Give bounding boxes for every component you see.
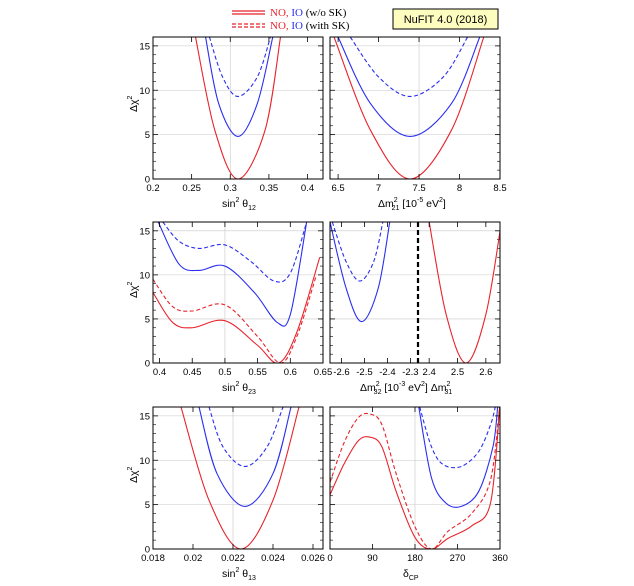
tick-label-x: 360	[492, 553, 508, 564]
tick-label-y: 10	[139, 86, 150, 97]
tick-label-y: 10	[139, 456, 150, 467]
tick-label-x: 0.024	[261, 553, 285, 564]
curves-dcp	[330, 407, 500, 549]
tick-label-x: -2.5	[356, 367, 372, 378]
panel-frame	[329, 221, 501, 364]
tick-label-y: 10	[139, 270, 150, 281]
series-io-with-sk	[418, 407, 499, 508]
panel-s13: 0.018 0.02 0.022 0.024 0.026 0 5 10 15	[139, 406, 325, 564]
curves-s12	[194, 37, 282, 179]
version-badge: NuFIT 4.0 (2018)	[392, 8, 499, 30]
tick-label-x: 0.5	[218, 367, 231, 378]
series-io-without-sk	[349, 37, 469, 98]
axis-titles: sin2 θ12 Δm2 21 [10-5 eV2] sin2 θ23 Δm2 32…	[127, 95, 452, 582]
legend-row2: NO, IO (with SK)	[270, 20, 350, 32]
panel-dm21: 6.5 7 7.5 8 8.5	[329, 36, 507, 194]
tick-label-x: 7	[376, 183, 381, 194]
tick-label-x: 0.4	[301, 183, 314, 194]
tick-label-x: 0.25	[182, 183, 201, 194]
tick-label-x: -2.6	[333, 367, 349, 378]
tick-label-x: 0	[327, 553, 332, 564]
series-no-without-sk	[153, 274, 317, 363]
tick-label-x: 0.45	[183, 367, 202, 378]
tick-label-y: 15	[139, 411, 150, 422]
panel-dm3l: -2.6 -2.5 -2.4 -2.3 2.4 2.5 2.6	[329, 221, 501, 378]
tick-label-x: 2.6	[479, 367, 492, 378]
series-no-with-sk	[330, 407, 500, 549]
series-no-without-sk	[330, 407, 500, 549]
series-io-without-sk	[208, 37, 271, 98]
series-no-both-sk	[333, 37, 485, 179]
legend-row1: NO, IO (w/o SK)	[270, 7, 347, 19]
tick-label-y: 15	[139, 226, 150, 237]
series-io-without-sk	[331, 222, 384, 282]
tick-label-x: 180	[407, 553, 423, 564]
panel-dcp: 0 90 180 270 360	[327, 406, 508, 564]
tick-label-x: 0.4	[153, 367, 166, 378]
curves-s23	[153, 222, 321, 363]
xlabel-dm21: Δm2 21 [10-5 eV2]	[378, 197, 446, 212]
panel-frame	[152, 36, 324, 180]
tick-label-y: 0	[145, 175, 150, 186]
svg-text:NuFIT 4.0 (2018): NuFIT 4.0 (2018)	[404, 14, 488, 26]
panel-s23: 0.4 0.45 0.5 0.55 0.6 0.65 0 5 10 15	[139, 221, 333, 378]
tick-label-x: 8.5	[493, 183, 506, 194]
tick-label-x: 0.2	[146, 183, 159, 194]
xlabel-delta-cp: δCP	[403, 568, 419, 582]
curves-dm3l	[330, 222, 500, 363]
tick-label-y: 0	[145, 359, 150, 370]
tick-label-y: 0	[145, 545, 150, 556]
series-no-with-sk	[153, 257, 321, 363]
series-io-without-sk	[419, 407, 496, 469]
series-io-with-sk	[205, 37, 274, 137]
xlabel-dm3l: Δm2 32 [10-3 eV2] Δm2 31	[360, 381, 452, 396]
tick-label-x: 0.026	[301, 553, 325, 564]
series-no-both-sk	[194, 37, 282, 179]
tick-label-y: 15	[139, 41, 150, 52]
xlabel-sin2-theta23: sin2 θ23	[222, 381, 256, 396]
series-io-without-sk	[208, 407, 284, 468]
curves-dm21	[333, 37, 485, 179]
series-io-with-sk	[337, 37, 481, 137]
xlabel-sin2-theta13: sin2 θ13	[222, 567, 256, 582]
tick-label-x: 0.55	[248, 367, 267, 378]
series-io-with-sk	[198, 407, 292, 507]
tick-label-x: 6.5	[331, 183, 344, 194]
panel-frame	[329, 36, 501, 180]
tick-label-x: -2.3	[402, 367, 418, 378]
tick-label-y: 5	[145, 314, 150, 325]
tick-label-x: 2.4	[423, 367, 436, 378]
series-no-both-sk	[180, 407, 300, 549]
ylabel-row3: Δχ2	[127, 466, 140, 483]
legend: NO, IO (w/o SK) NO, IO (with SK)	[232, 7, 350, 32]
ylabel-row2: Δχ2	[127, 281, 140, 298]
tick-label-x: 0.02	[184, 553, 203, 564]
tick-label-x: -2.4	[379, 367, 395, 378]
series-no-both-sk	[428, 222, 500, 363]
tick-label-x: 2.5	[451, 367, 464, 378]
tick-label-x: 0.6	[284, 367, 297, 378]
tick-label-y: 5	[145, 130, 150, 141]
series-io-with-sk	[330, 222, 391, 323]
series-io-without-sk	[162, 222, 308, 283]
tick-label-x: 0.022	[221, 553, 245, 564]
tick-label-x: 90	[367, 553, 378, 564]
tick-label-x: 270	[450, 553, 466, 564]
tick-label-x: 0.65	[314, 367, 333, 378]
xlabel-sin2-theta12: sin2 θ12	[222, 197, 256, 212]
tick-label-x: 7.5	[412, 183, 425, 194]
tick-label-y: 5	[145, 500, 150, 511]
ylabel-row1: Δχ2	[127, 95, 140, 112]
tick-label-x: 0.018	[141, 553, 165, 564]
tick-label-x: 8	[457, 183, 462, 194]
tick-label-x: 0.3	[224, 183, 237, 194]
panel-frame	[152, 221, 324, 364]
tick-label-x: 0.35	[260, 183, 279, 194]
panel-frame	[152, 406, 324, 550]
curves-s13	[180, 407, 300, 549]
series-io-with-sk	[157, 222, 308, 327]
panel-s12: 0.2 0.25 0.3 0.35 0.4 0 5 10 15	[139, 36, 324, 194]
